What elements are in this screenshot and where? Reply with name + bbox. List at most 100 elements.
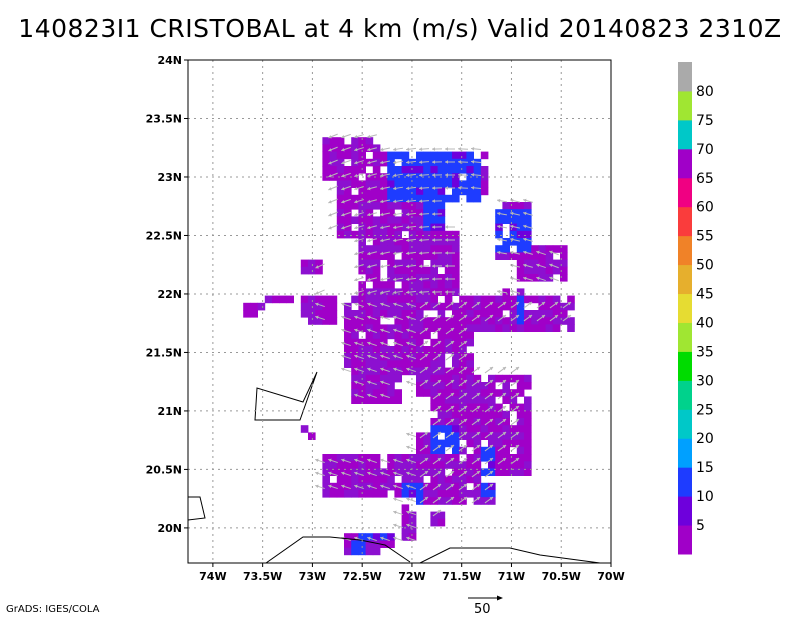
wind-vector-head xyxy=(419,264,423,268)
wind-vector-head xyxy=(380,186,384,191)
speed-cell xyxy=(444,475,453,484)
wind-vector-head xyxy=(489,432,494,436)
speed-cell xyxy=(387,310,395,318)
speed-cell xyxy=(545,302,554,311)
speed-cell xyxy=(351,482,359,491)
speed-cell xyxy=(545,310,554,318)
colorbar-swatch xyxy=(678,438,692,468)
speed-cell xyxy=(416,374,424,383)
speed-cell xyxy=(567,295,575,304)
speed-cell xyxy=(444,266,453,275)
speed-cell xyxy=(452,331,460,340)
speed-cell xyxy=(423,367,431,376)
speed-cell xyxy=(365,259,374,268)
speed-cell xyxy=(416,317,424,325)
speed-cell xyxy=(387,353,395,361)
speed-cell xyxy=(380,173,388,181)
speed-cell xyxy=(351,137,359,145)
speed-cell xyxy=(336,216,345,224)
speed-cell xyxy=(322,317,330,325)
speed-cell xyxy=(372,353,381,361)
speed-cell xyxy=(365,274,374,282)
speed-cell xyxy=(387,166,395,174)
speed-cell xyxy=(423,360,431,368)
colorbar-label: 10 xyxy=(696,489,714,505)
speed-cell xyxy=(358,151,366,160)
speed-cell xyxy=(315,310,323,318)
speed-cell xyxy=(509,425,518,433)
speed-cell xyxy=(423,151,431,160)
speed-cell xyxy=(387,389,395,397)
speed-cell xyxy=(524,418,532,426)
speed-cell xyxy=(365,216,374,224)
speed-cell xyxy=(358,288,366,296)
y-tick-label: 20N xyxy=(157,522,182,535)
speed-cell xyxy=(473,166,482,174)
speed-cell xyxy=(380,209,388,217)
wind-vector-head xyxy=(406,341,410,346)
wind-vector-head xyxy=(515,445,520,449)
speed-cell xyxy=(329,137,338,145)
wind-vector-head xyxy=(380,458,384,463)
wind-vector-head xyxy=(393,328,397,333)
speed-cell xyxy=(459,166,467,174)
speed-cell xyxy=(466,317,474,325)
speed-cell xyxy=(315,259,323,268)
speed-cell xyxy=(452,454,460,462)
y-tick-label: 21N xyxy=(157,405,182,418)
wind-vector-head xyxy=(432,147,436,151)
speed-cell xyxy=(279,295,287,304)
speed-cell xyxy=(401,338,410,347)
speed-cell xyxy=(509,403,518,412)
speed-cell xyxy=(480,446,489,455)
speed-cell xyxy=(365,302,374,311)
speed-cell xyxy=(387,151,395,160)
plot-frame xyxy=(187,59,612,564)
wind-vector-head xyxy=(523,198,527,203)
speed-cell xyxy=(401,216,410,224)
wind-vector-head xyxy=(489,484,494,488)
speed-cell xyxy=(430,497,438,505)
speed-cell xyxy=(372,547,381,556)
wind-vector-head xyxy=(437,497,442,501)
speed-cell xyxy=(459,389,467,397)
wind-vector-head xyxy=(380,147,384,152)
wind-vector-head xyxy=(354,147,358,152)
speed-cell xyxy=(452,317,460,325)
speed-cell xyxy=(437,446,446,455)
wind-vector-head xyxy=(406,199,410,204)
speed-cell xyxy=(408,230,417,239)
wind-vector-head xyxy=(437,341,442,345)
speed-cell xyxy=(509,310,518,318)
speed-cell xyxy=(365,295,374,304)
speed-cell xyxy=(488,432,496,440)
speed-cell xyxy=(560,310,568,318)
wind-vector-head xyxy=(424,341,429,345)
speed-cell xyxy=(452,346,460,354)
speed-cell xyxy=(437,281,446,289)
speed-cell xyxy=(488,382,496,390)
wind-vector-head xyxy=(367,536,371,541)
speed-cell xyxy=(509,374,518,383)
y-tick-label: 21.5N xyxy=(146,346,182,359)
speed-cell xyxy=(322,144,330,152)
speed-cell xyxy=(401,158,410,167)
speed-cell xyxy=(308,259,316,268)
speed-cell xyxy=(538,324,546,332)
wind-vector-head xyxy=(515,315,520,319)
speed-cell xyxy=(365,180,374,188)
speed-cell xyxy=(531,310,539,318)
speed-cell xyxy=(437,511,446,520)
speed-cell xyxy=(387,180,395,188)
wind-vector-head xyxy=(406,328,410,333)
speed-cell xyxy=(466,454,474,462)
speed-cell xyxy=(430,317,438,325)
wind-vector-head xyxy=(406,277,410,282)
speed-cell xyxy=(329,454,338,462)
speed-cell xyxy=(351,317,359,325)
speed-cell xyxy=(401,310,410,318)
speed-cell xyxy=(372,173,381,181)
speed-cell xyxy=(538,266,546,275)
speed-cell xyxy=(344,230,352,239)
speed-cell xyxy=(452,403,460,412)
